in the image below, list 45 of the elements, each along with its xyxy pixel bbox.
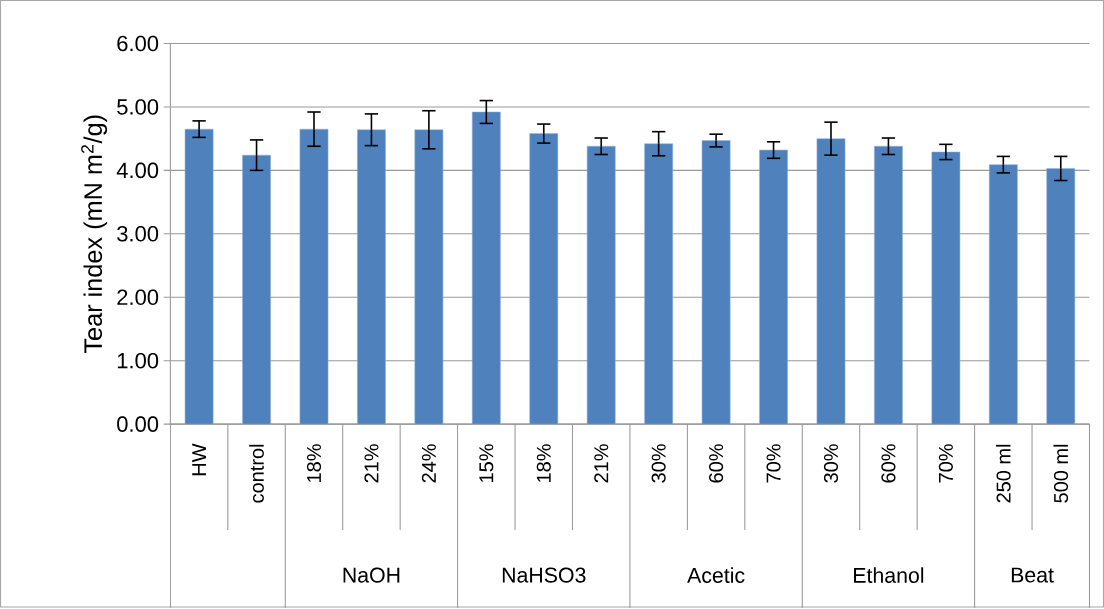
bar: [357, 129, 386, 425]
x-tick-label: 60%: [709, 444, 724, 483]
x-tick-label: 21%: [594, 444, 609, 483]
bar: [701, 140, 731, 425]
text: Beat: [1011, 567, 1054, 583]
text: Ethanol: [854, 567, 924, 584]
bar: [586, 146, 616, 425]
x-tick-label: 18%: [306, 444, 322, 483]
x-tick-label: 30%: [823, 444, 839, 483]
y-tick-label: 3.00: [117, 226, 159, 242]
x-tick-label: 60%: [881, 444, 896, 483]
bar: [1046, 168, 1076, 425]
x-tick-label: 250 ml: [995, 445, 1011, 503]
x-tick-label: 24%: [421, 444, 436, 483]
bar: [874, 146, 903, 425]
bar: [816, 138, 846, 425]
bar: [529, 133, 559, 425]
text: NaOH: [343, 567, 400, 583]
x-tick-label: 21%: [364, 444, 379, 483]
bar: [644, 143, 673, 425]
x-tick-label: 18%: [536, 444, 551, 483]
y-tick-label: 2.00: [117, 289, 159, 306]
bar: [988, 164, 1018, 425]
y-tick-label: 6.00: [117, 35, 159, 52]
x-tick-label: 15%: [479, 444, 494, 483]
bar: [299, 129, 329, 425]
y-axis-title: Tear index (mN m$^{2}$/g): [81, 115, 108, 354]
y-tick-label: 0.00: [117, 416, 159, 433]
x-tick-label: 70%: [938, 444, 953, 483]
y-tick-label: 1.00: [117, 353, 159, 369]
x-tick-label: 30%: [651, 444, 666, 483]
bar: [759, 149, 788, 425]
bar: [931, 151, 961, 425]
y-tick-label: 4.00: [116, 162, 159, 179]
y-tick-label: 5.00: [117, 99, 159, 115]
x-tick-label: 500 ml: [1053, 445, 1069, 503]
bar: [184, 129, 214, 425]
bar: [242, 155, 271, 425]
x-tick-label: 70%: [766, 444, 781, 483]
text: Acetic: [687, 567, 745, 584]
text: NaHSO3: [502, 567, 586, 583]
bar: [414, 129, 444, 425]
x-tick-label: HW: [192, 443, 206, 476]
x-tick-label: control: [249, 445, 264, 503]
bar: [471, 111, 501, 425]
